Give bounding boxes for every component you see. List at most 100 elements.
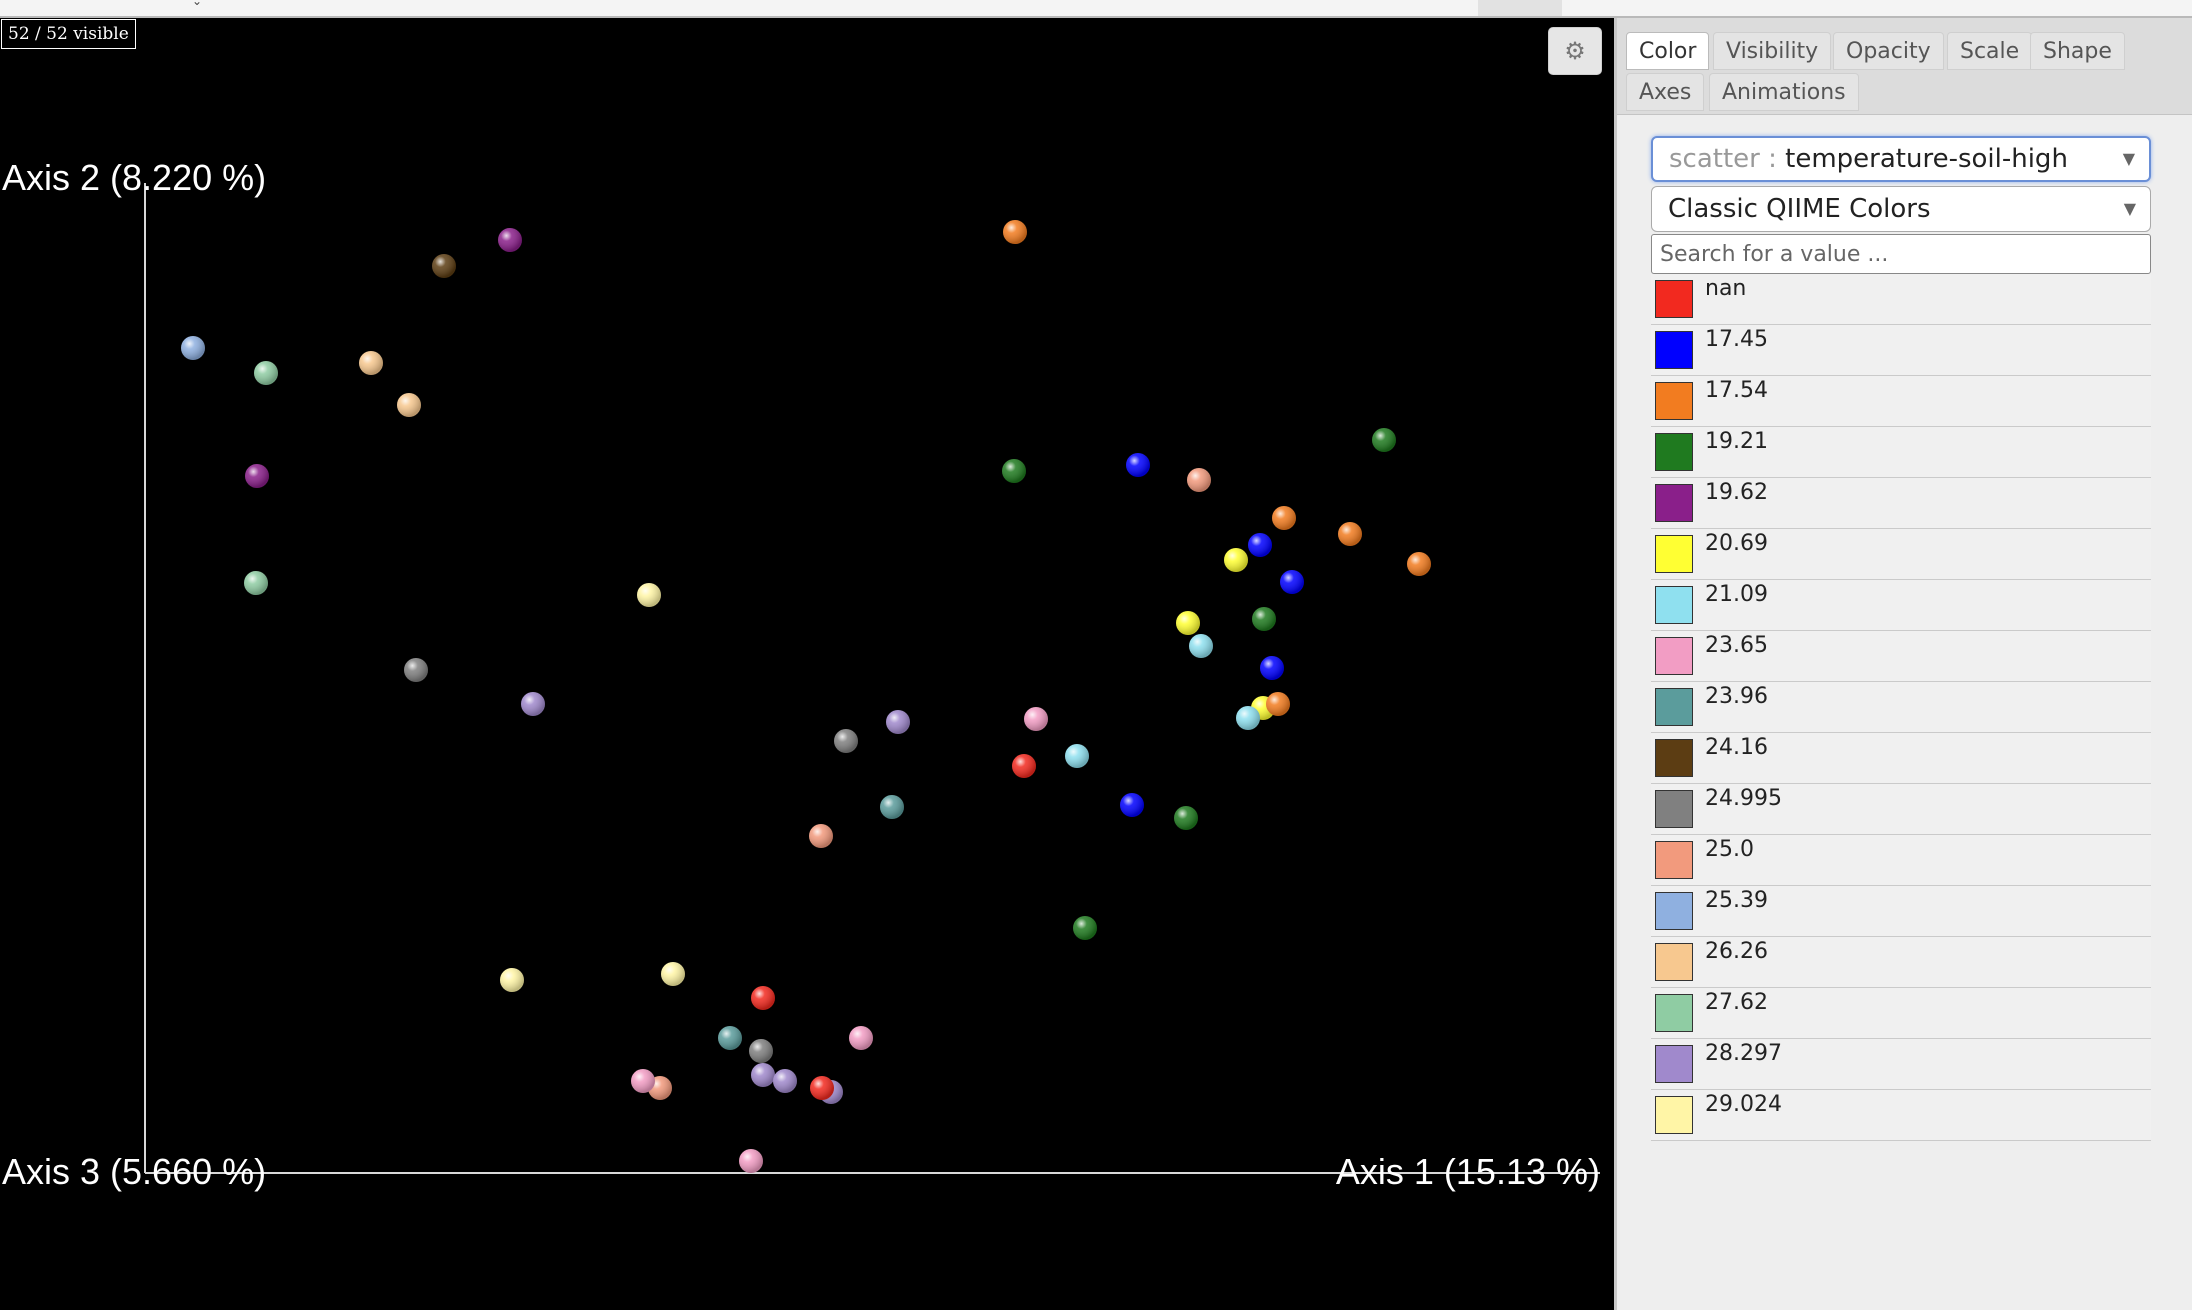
color-swatch[interactable] [1655, 841, 1693, 879]
sample-point-shading [432, 254, 456, 278]
color-swatch[interactable] [1655, 484, 1693, 522]
category-select[interactable]: scatter : temperature-soil-high ▼ [1651, 136, 2151, 182]
legend-row: 17.54 [1651, 376, 2151, 427]
sample-point-shading [637, 583, 661, 607]
sample-point-shading [1126, 453, 1150, 477]
legend-row: 21.09 [1651, 580, 2151, 631]
sample-point-shading [498, 228, 522, 252]
sample-point-shading [749, 1039, 773, 1063]
legend-value-label: 25.0 [1705, 837, 1754, 862]
chevron-down-icon[interactable]: ⌄ [192, 0, 203, 8]
sample-point-shading [1024, 707, 1048, 731]
legend-row: 17.45 [1651, 325, 2151, 376]
legend-row: 23.65 [1651, 631, 2151, 682]
legend-value-label: 26.26 [1705, 939, 1768, 964]
color-swatch[interactable] [1655, 331, 1693, 369]
sample-point-shading [1224, 548, 1248, 572]
color-swatch[interactable] [1655, 1096, 1693, 1134]
legend-value-label: 23.96 [1705, 684, 1768, 709]
tab-color[interactable]: Color [1626, 32, 1710, 70]
legend-row: 25.0 [1651, 835, 2151, 886]
sample-point-shading [1176, 611, 1200, 635]
color-swatch[interactable] [1655, 790, 1693, 828]
legend-value-label: 19.21 [1705, 429, 1768, 454]
sample-point-shading [886, 710, 910, 734]
legend-row: 29.024 [1651, 1090, 2151, 1141]
sample-point-shading [1012, 754, 1036, 778]
sample-point-shading [718, 1026, 742, 1050]
sample-point-shading [1236, 706, 1260, 730]
tab-scale[interactable]: Scale [1947, 32, 2033, 70]
chevron-down-icon: ▼ [2122, 149, 2135, 168]
color-swatch[interactable] [1655, 739, 1693, 777]
sample-point-shading [1002, 459, 1026, 483]
legend-row: 19.62 [1651, 478, 2151, 529]
legend-value-label: 27.62 [1705, 990, 1768, 1015]
sample-point-shading [1272, 506, 1296, 530]
sample-point-shading [397, 393, 421, 417]
sample-point-shading [1174, 806, 1198, 830]
tab-axes[interactable]: Axes [1626, 73, 1705, 111]
colormap-select-value: Classic QIIME Colors [1668, 194, 1931, 224]
tab-bar: Color Visibility Opacity Scale Shape Axe… [1617, 18, 2192, 115]
legend-row: 20.69 [1651, 529, 2151, 580]
legend-value-label: 17.45 [1705, 327, 1768, 352]
tab-visibility[interactable]: Visibility [1713, 32, 1832, 70]
tab-animations[interactable]: Animations [1709, 73, 1859, 111]
sample-point-shading [1065, 744, 1089, 768]
chevron-down-icon: ▼ [2123, 199, 2136, 218]
axis3-label: Axis 3 (5.660 %) [2, 1151, 266, 1192]
colormap-select[interactable]: Classic QIIME Colors ▼ [1651, 186, 2151, 232]
search-input[interactable] [1651, 234, 2151, 274]
visible-count-badge: 52 / 52 visible [1, 19, 136, 49]
emperor-3d-plot[interactable]: Axis 2 (8.220 %) Axis 3 (5.660 %) Axis 1… [0, 18, 1614, 1310]
legend-value-label: 19.62 [1705, 480, 1768, 505]
legend-row: 24.995 [1651, 784, 2151, 835]
color-swatch[interactable] [1655, 994, 1693, 1032]
sample-point-shading [245, 464, 269, 488]
sample-point-shading [500, 968, 524, 992]
legend-value-label: 28.297 [1705, 1041, 1782, 1066]
legend-value-label: nan [1705, 276, 1747, 301]
tab-shape[interactable]: Shape [2030, 32, 2125, 70]
sample-points[interactable] [181, 220, 1431, 1173]
sample-point-shading [1189, 634, 1213, 658]
sample-point-shading [1248, 533, 1272, 557]
legend-value-label: 17.54 [1705, 378, 1768, 403]
tab-opacity[interactable]: Opacity [1833, 32, 1944, 70]
color-swatch[interactable] [1655, 382, 1693, 420]
sample-point-shading [834, 729, 858, 753]
color-swatch[interactable] [1655, 433, 1693, 471]
legend-row: 27.62 [1651, 988, 2151, 1039]
sample-point-shading [1003, 220, 1027, 244]
legend-row: 19.21 [1651, 427, 2151, 478]
toolbar-segment [1478, 0, 1562, 16]
legend-row: 28.297 [1651, 1039, 2151, 1090]
sample-point-shading [1407, 552, 1431, 576]
sample-point-shading [1252, 607, 1276, 631]
legend-row: 26.26 [1651, 937, 2151, 988]
settings-button[interactable]: ⚙ [1548, 27, 1602, 75]
color-swatch[interactable] [1655, 637, 1693, 675]
sample-point-shading [751, 1063, 775, 1087]
sample-point-shading [631, 1069, 655, 1093]
color-swatch[interactable] [1655, 688, 1693, 726]
color-swatch[interactable] [1655, 943, 1693, 981]
color-swatch[interactable] [1655, 280, 1693, 318]
plot-canvas[interactable]: Axis 2 (8.220 %) Axis 3 (5.660 %) Axis 1… [0, 18, 1614, 1310]
color-swatch[interactable] [1655, 535, 1693, 573]
sample-point-shading [809, 824, 833, 848]
legend-value-label: 20.69 [1705, 531, 1768, 556]
legend-value-label: 21.09 [1705, 582, 1768, 607]
category-select-value: temperature-soil-high [1785, 144, 2068, 174]
color-swatch[interactable] [1655, 1045, 1693, 1083]
color-swatch[interactable] [1655, 892, 1693, 930]
panel-splitter[interactable] [1614, 18, 1617, 1310]
sample-point-shading [773, 1069, 797, 1093]
sample-point-shading [880, 795, 904, 819]
color-swatch[interactable] [1655, 586, 1693, 624]
sample-point-shading [849, 1026, 873, 1050]
sample-point-shading [244, 571, 268, 595]
sample-point-shading [661, 962, 685, 986]
sample-point-shading [254, 361, 278, 385]
